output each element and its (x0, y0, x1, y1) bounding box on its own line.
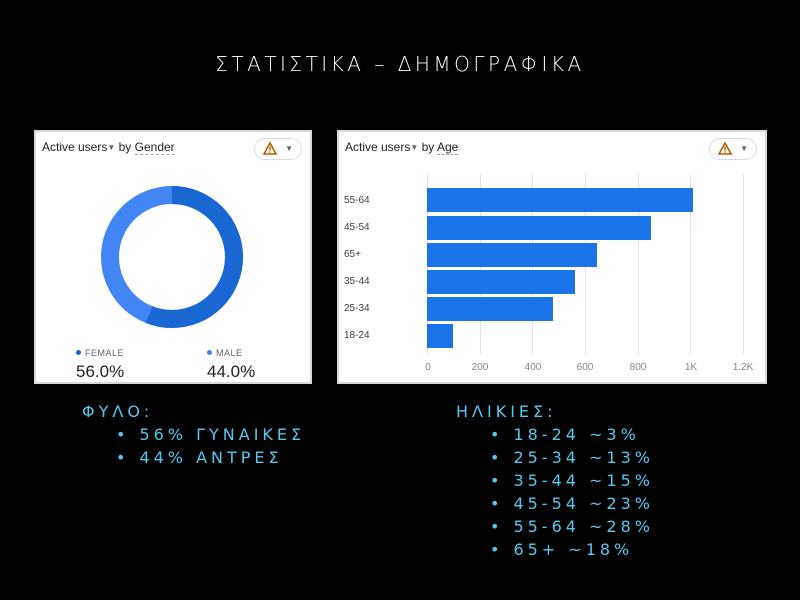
warning-dropdown-button[interactable]: ▼ (254, 138, 302, 160)
metric-selector[interactable]: Active users (345, 140, 411, 154)
x-tick: 0 (425, 362, 431, 373)
bar-65plus[interactable] (427, 243, 597, 267)
list-item: 45-54 ~23% (490, 492, 654, 515)
dimension-selector[interactable]: Age (436, 140, 459, 155)
bar-55-64[interactable] (427, 188, 693, 212)
legend-dot (207, 350, 212, 355)
age-list: 18-24 ~3% 25-34 ~13% 35-44 ~15% 45-54 ~2… (456, 423, 654, 561)
dimension-selector[interactable]: Gender (134, 140, 175, 155)
y-label: 65+ (344, 249, 361, 260)
x-tick: 1K (684, 362, 698, 373)
gender-heading: ΦΥΛΟ: (82, 402, 154, 421)
list-item: 55-64 ~28% (490, 515, 654, 538)
card-header: Active users▼ by Gender (42, 140, 175, 155)
caret-down-icon[interactable]: ▼ (410, 143, 419, 152)
y-label: 55-64 (344, 195, 370, 206)
bar-35-44[interactable] (427, 270, 575, 294)
list-item: 56% ΓΥΝΑΙΚΕΣ (116, 423, 305, 446)
y-label: 18-24 (344, 330, 370, 341)
x-tick: 200 (471, 362, 489, 373)
bar-25-34[interactable] (427, 297, 553, 321)
gridline (743, 174, 744, 354)
warning-triangle-icon (718, 142, 732, 155)
bar-18-24[interactable] (427, 324, 453, 348)
page-title: ΣΤΑΤΙΣΤΙΚΑ – ΔΗΜΟΓΡΑΦΙΚΑ (215, 52, 585, 76)
gridline (638, 174, 639, 354)
list-item: 18-24 ~3% (490, 423, 654, 446)
y-label: 45-54 (344, 222, 370, 233)
legend-female: FEMALE 56.0% (76, 348, 125, 381)
card-header: Active users▼ by Age (345, 140, 459, 155)
warning-dropdown-button[interactable]: ▼ (709, 138, 757, 160)
gender-summary: ΦΥΛΟ: 56% ΓΥΝΑΙΚΕΣ 44% ΑΝΤΡΕΣ (82, 402, 305, 469)
gender-list: 56% ΓΥΝΑΙΚΕΣ 44% ΑΝΤΡΕΣ (82, 423, 305, 469)
gridline (690, 174, 691, 354)
male-value: 44.0% (207, 362, 256, 381)
legend-dot (76, 350, 81, 355)
gender-donut-chart (101, 186, 243, 328)
chevron-down-icon: ▼ (740, 144, 748, 153)
x-tick: 800 (629, 362, 647, 373)
age-card: Active users▼ by Age ▼ 55-64 45-54 65+ 3… (337, 130, 767, 384)
y-label: 25-34 (344, 303, 370, 314)
legend-male: MALE 44.0% (207, 348, 256, 381)
gender-card: Active users▼ by Gender ▼ FEMALE 56.0% M… (34, 130, 312, 384)
list-item: 25-34 ~13% (490, 446, 654, 469)
chevron-down-icon: ▼ (285, 144, 293, 153)
age-heading: ΗΛΙΚΙΕΣ: (456, 402, 557, 421)
y-label: 35-44 (344, 276, 370, 287)
x-tick: 1.2K (732, 362, 754, 373)
list-item: 65+ ~18% (490, 538, 654, 561)
warning-triangle-icon (263, 142, 277, 155)
age-summary: ΗΛΙΚΙΕΣ: 18-24 ~3% 25-34 ~13% 35-44 ~15%… (456, 402, 654, 561)
list-item: 44% ΑΝΤΡΕΣ (116, 446, 305, 469)
metric-selector[interactable]: Active users (42, 140, 108, 154)
caret-down-icon[interactable]: ▼ (107, 143, 116, 152)
bar-45-54[interactable] (427, 216, 651, 240)
list-item: 35-44 ~15% (490, 469, 654, 492)
x-tick: 400 (524, 362, 542, 373)
female-value: 56.0% (76, 362, 125, 381)
x-tick: 600 (576, 362, 594, 373)
